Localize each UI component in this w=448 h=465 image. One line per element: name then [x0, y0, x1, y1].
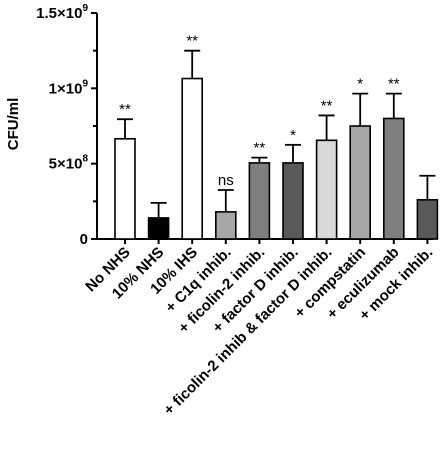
y-tick-label: 1.5×109 [36, 3, 88, 22]
bar [181, 77, 203, 240]
y-tick-exponent: 9 [82, 3, 88, 14]
y-tick-label: 1×109 [49, 78, 89, 97]
bar [215, 211, 237, 240]
significance-labels: ****ns****** ** [119, 33, 400, 189]
bar [282, 162, 304, 240]
bar [315, 139, 338, 240]
significance-label: ** [186, 33, 198, 50]
bar [416, 199, 439, 240]
significance-label: ns [218, 172, 234, 189]
bar [349, 125, 372, 240]
bar [147, 217, 170, 240]
y-axis-label: CFU/ml [5, 98, 22, 151]
bar [114, 138, 136, 240]
significance-label: * [357, 76, 363, 93]
significance-label: ** [119, 101, 131, 118]
y-tick-exponent: 8 [82, 154, 88, 165]
significance-label: ** [388, 76, 400, 93]
significance-label: ** [321, 97, 333, 114]
y-tick-exponent: 9 [82, 78, 88, 89]
bars [114, 77, 439, 240]
significance-label: ** [254, 140, 266, 157]
y-ticks: 0 5×108 1×109 1.5×109 [36, 3, 97, 248]
bar [382, 117, 405, 240]
bar [248, 162, 271, 240]
error-bars [117, 49, 436, 218]
y-tick-label: 5×108 [49, 154, 89, 173]
y-tick-label: 0 [80, 231, 88, 248]
significance-label: * [290, 127, 296, 144]
